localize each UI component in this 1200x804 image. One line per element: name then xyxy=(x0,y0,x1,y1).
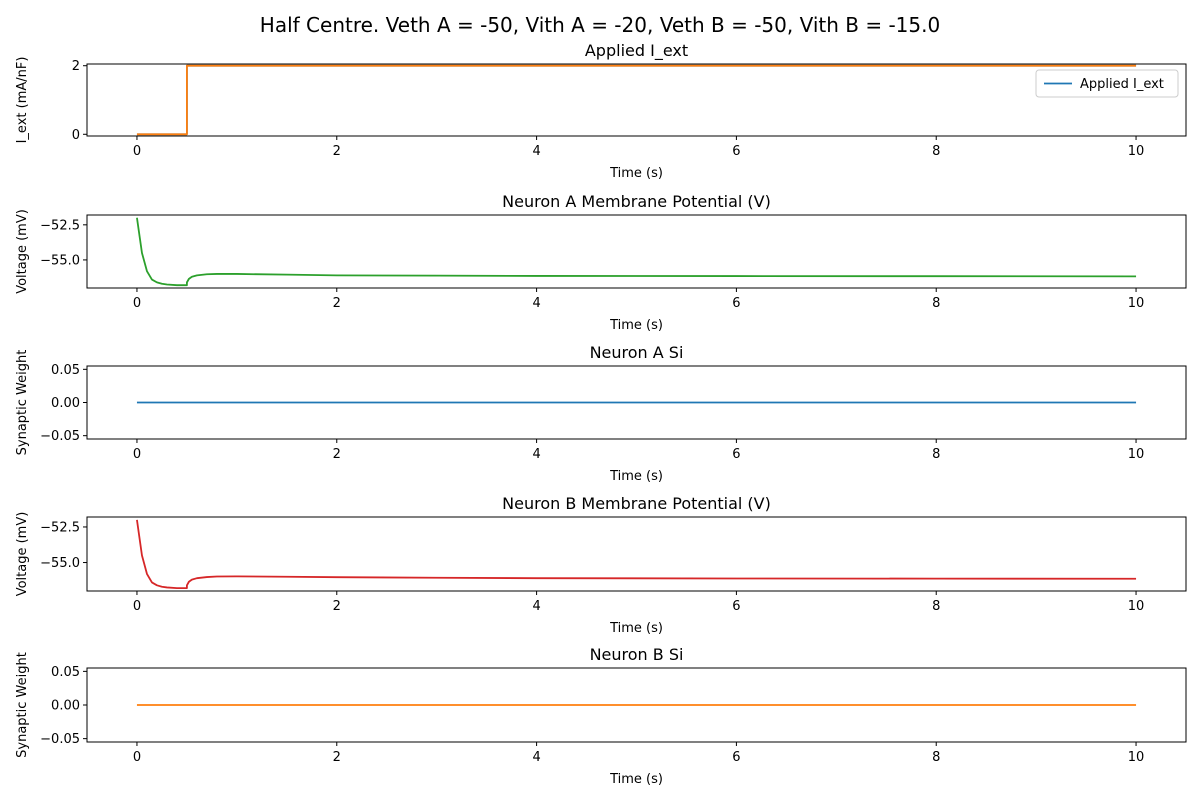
legend-box xyxy=(1035,69,1179,98)
x-tick-label: 6 xyxy=(732,144,740,159)
x-tick-label: 4 xyxy=(532,750,540,765)
subplot-1: Applied I_ext 0 2 4 6 8 10 0 2 Time (s) I_ext (mA/… xyxy=(15,41,1187,181)
y-tick-label: −55.0 xyxy=(40,253,80,268)
x-tick-label: 2 xyxy=(333,296,341,311)
subplot-title: Neuron B Membrane Potential (V) xyxy=(502,494,771,513)
x-tick-label: 0 xyxy=(133,296,141,311)
x-tick-label: 10 xyxy=(1128,144,1145,159)
y-tick-label: 0.05 xyxy=(51,363,80,378)
x-axis-label: Time (s) xyxy=(609,166,663,181)
subplot-5: Neuron B Si 0 2 4 6 8 10 0.05 0.00 −0.05 Time (s) S… xyxy=(15,645,1187,787)
x-tick-label: 8 xyxy=(932,599,940,614)
x-tick-label: 6 xyxy=(732,750,740,765)
y-tick-label: −0.05 xyxy=(40,429,80,444)
x-axis-label: Time (s) xyxy=(609,318,663,333)
x-tick-label: 10 xyxy=(1128,447,1145,462)
axes-frame xyxy=(86,516,1187,592)
y-tick-label: −55.0 xyxy=(40,556,80,571)
y-tick-label: 2 xyxy=(72,59,80,74)
y-axis-label: Voltage (mV) xyxy=(15,512,30,597)
x-tick-label: 6 xyxy=(732,599,740,614)
y-axis-label: Synaptic Weight xyxy=(15,652,30,758)
x-tick-label: 10 xyxy=(1128,750,1145,765)
x-axis-label: Time (s) xyxy=(609,772,663,787)
y-tick-label: 0.05 xyxy=(51,665,80,680)
y-tick-label: 0 xyxy=(72,128,80,143)
y-tick-label: 0.00 xyxy=(51,699,80,714)
series-line-1 xyxy=(136,519,1137,590)
x-tick-label: 0 xyxy=(133,447,141,462)
figure-suptitle: Half Centre. Veth A = -50, Vith A = -20,… xyxy=(260,13,940,37)
x-tick-label: 10 xyxy=(1128,599,1145,614)
x-axis-label: Time (s) xyxy=(609,469,663,484)
subplot-3: Neuron A Si 0 2 4 6 8 10 0.05 0.00 −0.05 Time (s) S… xyxy=(15,343,1187,484)
legend-entry: Applied I_ext xyxy=(1080,77,1164,92)
x-tick-label: 10 xyxy=(1128,296,1145,311)
y-axis-label: I_ext (mA/nF) xyxy=(15,57,30,144)
subplot-title: Neuron B Si xyxy=(590,645,684,664)
x-tick-label: 0 xyxy=(133,144,141,159)
y-tick-label: 0.00 xyxy=(51,396,80,411)
x-tick-label: 0 xyxy=(133,750,141,765)
y-tick-label: −0.05 xyxy=(40,732,80,747)
axes-frame xyxy=(86,63,1187,137)
y-axis-label: Synaptic Weight xyxy=(15,350,30,456)
series-line-1 xyxy=(136,217,1137,287)
x-tick-label: 8 xyxy=(932,296,940,311)
x-tick-label: 6 xyxy=(732,296,740,311)
subplot-title: Neuron A Si xyxy=(590,343,684,362)
x-tick-label: 6 xyxy=(732,447,740,462)
x-tick-label: 4 xyxy=(532,296,540,311)
x-tick-label: 4 xyxy=(532,447,540,462)
legend: Applied I_ext xyxy=(1035,69,1179,98)
y-axis-label: Voltage (mV) xyxy=(15,209,30,294)
x-tick-label: 4 xyxy=(532,599,540,614)
x-tick-label: 0 xyxy=(133,599,141,614)
subplot-2: Neuron A Membrane Potential (V) 0 2 4 6 8 10 −5… xyxy=(15,192,1187,333)
subplot-title: Neuron A Membrane Potential (V) xyxy=(502,192,771,211)
y-tick-label: −52.5 xyxy=(40,520,80,535)
subplot-4: Neuron B Membrane Potential (V) 0 2 4 6 8 10 −5… xyxy=(15,494,1187,636)
x-tick-label: 2 xyxy=(333,750,341,765)
axes-frame xyxy=(86,214,1187,289)
x-axis-label: Time (s) xyxy=(609,621,663,636)
x-tick-label: 2 xyxy=(333,447,341,462)
x-tick-label: 8 xyxy=(932,144,940,159)
x-tick-label: 8 xyxy=(932,447,940,462)
x-tick-label: 2 xyxy=(333,144,341,159)
y-tick-label: −52.5 xyxy=(40,218,80,233)
series-line-2 xyxy=(136,64,1137,136)
x-tick-label: 4 xyxy=(532,144,540,159)
x-tick-label: 2 xyxy=(333,599,341,614)
subplot-title: Applied I_ext xyxy=(585,41,688,61)
x-tick-label: 8 xyxy=(932,750,940,765)
